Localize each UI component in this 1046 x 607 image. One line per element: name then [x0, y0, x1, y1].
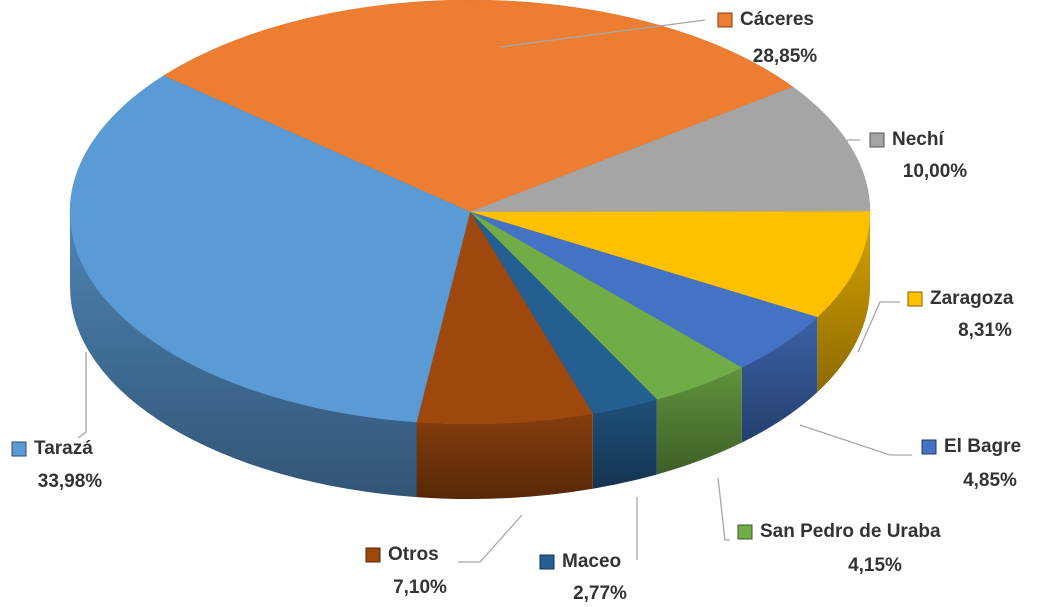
- leader-line: [837, 139, 860, 153]
- legend-marker: [869, 132, 885, 148]
- leader-line: [499, 19, 706, 48]
- value-label: 7,10%: [393, 577, 447, 598]
- legend-marker: [921, 439, 937, 455]
- data-labels: Cáceres 28,85% Nechí 10,00% Zaragoza 8,31% El …: [11, 9, 1021, 604]
- pie-side: [416, 413, 593, 500]
- legend-marker: [539, 554, 555, 570]
- category-label: Cáceres: [740, 9, 814, 30]
- value-label: 2,77%: [573, 583, 627, 604]
- pie-slice: [469, 86, 871, 213]
- leader-line: [77, 352, 87, 439]
- legend-marker: [11, 441, 27, 457]
- pie-side: [656, 367, 742, 475]
- category-label: El Bagre: [944, 436, 1021, 457]
- pie-side: [817, 212, 870, 393]
- legend-marker: [717, 12, 733, 28]
- category-label: San Pedro de Uraba: [760, 521, 941, 542]
- leader-line: [799, 424, 912, 456]
- legend-marker: [907, 291, 923, 307]
- value-label: 10,00%: [903, 161, 968, 182]
- pie-sides: [70, 212, 870, 500]
- pie-slice: [163, 0, 794, 213]
- category-label: Nechí: [892, 129, 944, 150]
- pie-slice: [69, 75, 471, 423]
- leader-lines: [77, 19, 912, 563]
- legend-marker: [365, 547, 381, 563]
- category-label: Maceo: [562, 551, 621, 572]
- value-label: 4,85%: [963, 470, 1017, 491]
- value-label: 8,31%: [958, 320, 1012, 341]
- value-label: 33,98%: [38, 471, 103, 492]
- category-label: Zaragoza: [930, 288, 1014, 309]
- value-label: 28,85%: [753, 46, 818, 67]
- category-label: Tarazá: [34, 438, 93, 459]
- pie-tops: [69, 0, 871, 425]
- leader-line: [717, 477, 730, 541]
- legend-marker: [737, 524, 753, 540]
- pie-side: [70, 212, 417, 498]
- value-label: 4,15%: [848, 555, 902, 576]
- leader-line: [458, 514, 523, 563]
- leader-line: [857, 301, 900, 353]
- category-label: Otros: [388, 544, 439, 565]
- pie-side: [592, 399, 657, 489]
- pie-slice: [469, 211, 871, 318]
- pie-side: [741, 317, 818, 443]
- pie-slice: [416, 211, 594, 425]
